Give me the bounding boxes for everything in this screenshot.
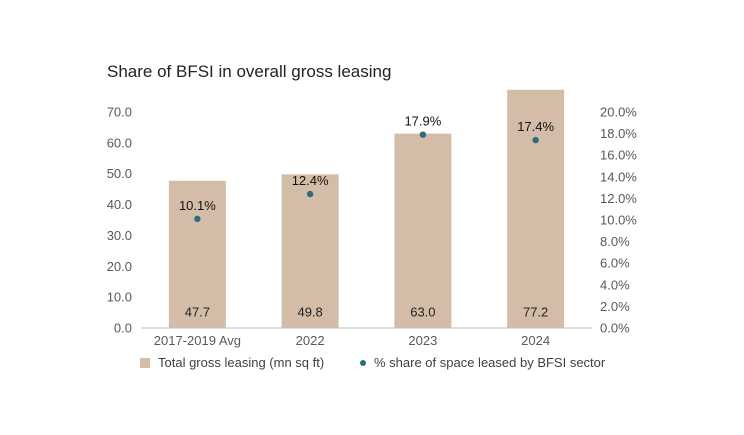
legend-item-points: % share of space leased by BFSI sector <box>360 355 605 370</box>
bars: 47.7 49.8 63.0 77.2 <box>168 89 565 328</box>
y-left-tick-label: 50.0 <box>107 166 132 181</box>
y-right-tick-label: 18.0% <box>600 126 637 141</box>
right-axis: 0.0% 2.0% 4.0% 6.0% 8.0% 10.0% 12.0% 14.0% 16.0%… <box>600 105 637 336</box>
point <box>532 136 539 144</box>
point <box>419 131 427 138</box>
y-right-tick-label: 8.0% <box>600 234 630 249</box>
bar-value-label: 49.8 <box>297 304 322 319</box>
y-right-tick-label: 2.0% <box>600 299 630 314</box>
y-right-tick-label: 10.0% <box>600 213 637 228</box>
point <box>194 215 201 223</box>
y-left-tick-label: 60.0 <box>107 135 132 150</box>
chart-title: Share of BFSI in overall gross leasing <box>107 62 392 81</box>
point-value-label: 17.4% <box>517 119 554 134</box>
y-right-tick-label: 12.0% <box>600 191 637 206</box>
y-left-tick-label: 10.0 <box>107 290 132 305</box>
bar-value-label: 47.7 <box>185 304 210 319</box>
legend-swatch <box>140 357 150 368</box>
bar <box>394 133 452 328</box>
legend-item-bars: Total gross leasing (mn sq ft) <box>140 355 324 370</box>
x-axis-ticks: 2017-2019 Avg 2022 2023 2024 <box>154 333 550 348</box>
y-left-tick-label: 30.0 <box>107 228 132 243</box>
y-right-tick-label: 6.0% <box>600 256 630 271</box>
y-left-tick-label: 70.0 <box>107 105 132 120</box>
point-value-label: 10.1% <box>179 198 216 213</box>
bar <box>281 174 339 328</box>
point-value-label: 12.4% <box>292 173 329 188</box>
y-right-tick-label: 4.0% <box>600 277 630 292</box>
y-left-tick-label: 40.0 <box>107 197 132 212</box>
x-tick-label: 2017-2019 Avg <box>154 333 241 348</box>
bar-value-label: 63.0 <box>410 304 435 319</box>
bar <box>507 89 565 328</box>
bar-value-label: 77.2 <box>523 304 548 319</box>
y-right-tick-label: 16.0% <box>600 148 637 163</box>
y-right-tick-label: 14.0% <box>600 169 637 184</box>
y-right-tick-label: 0.0% <box>600 321 630 336</box>
points: 10.1% 12.4% 17.9% 17.4% <box>179 114 554 223</box>
point-value-label: 17.9% <box>404 114 441 129</box>
left-axis: 0.0 10.0 20.0 30.0 40.0 50.0 60.0 70.0 <box>107 105 132 336</box>
y-left-tick-label: 0.0 <box>114 321 132 336</box>
legend-label-points: % share of space leased by BFSI sector <box>374 355 606 370</box>
x-tick-label: 2024 <box>521 333 550 348</box>
bar <box>168 180 226 328</box>
y-right-tick-label: 20.0% <box>600 105 637 120</box>
point <box>306 190 314 198</box>
legend-dot <box>360 359 366 366</box>
x-tick-label: 2022 <box>296 333 325 348</box>
x-tick-label: 2023 <box>408 333 437 348</box>
y-left-tick-label: 20.0 <box>107 259 132 274</box>
legend-label-bars: Total gross leasing (mn sq ft) <box>158 355 325 370</box>
